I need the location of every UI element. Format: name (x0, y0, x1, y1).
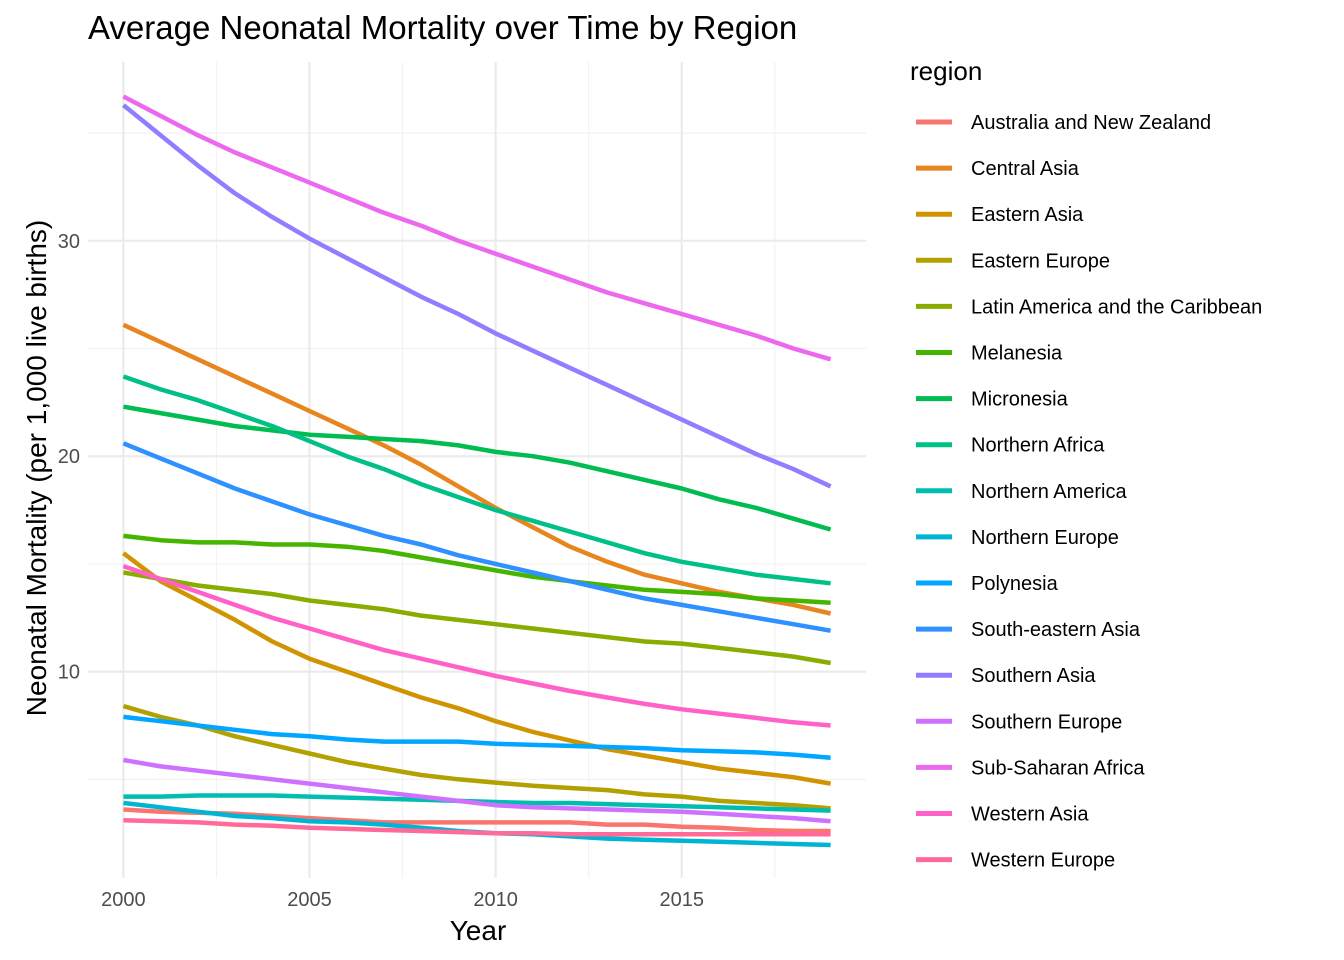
legend-label: Central Asia (971, 158, 1080, 180)
x-axis-ticks: 2000 2005 2010 2015 (101, 889, 704, 911)
legend-label: Northern Africa (971, 435, 1105, 457)
legend-label: Western Asia (971, 804, 1089, 826)
legend-label: Sub-Saharan Africa (971, 757, 1145, 779)
legend-label: Southern Europe (971, 711, 1122, 733)
series-line-central-asia (122, 322, 832, 616)
x-axis-title: Year (450, 915, 507, 946)
legend-label: Australia and New Zealand (971, 112, 1211, 134)
x-tick-label: 2015 (659, 889, 704, 911)
series-line-southern-asia (121, 103, 832, 489)
legend-item-sub-saharan-africa: Sub-Saharan Africa (916, 757, 1145, 779)
legend-item-micronesia: Micronesia (916, 389, 1069, 411)
legend-item-central-asia: Central Asia (916, 158, 1080, 180)
y-tick-label: 30 (58, 231, 80, 253)
legend-items: Australia and New Zealand Central Asia Eas… (916, 112, 1262, 872)
legend-item-polynesia: Polynesia (916, 573, 1059, 595)
series-line-western-europe (123, 818, 831, 837)
x-tick-label: 2010 (473, 889, 518, 911)
chart-title: Average Neonatal Mortality over Time by … (88, 9, 797, 46)
x-tick-label: 2000 (101, 889, 146, 911)
series-line-micronesia (123, 404, 832, 532)
series-line-southern-europe (123, 757, 831, 824)
legend-item-northern-europe: Northern Europe (916, 527, 1119, 549)
legend-label: Micronesia (971, 389, 1069, 411)
legend-title: region (910, 56, 982, 86)
legend-item-australia-and-new-zealand: Australia and New Zealand (916, 112, 1211, 134)
y-axis-title: Neonatal Mortality (per 1,000 live birth… (21, 220, 52, 716)
series-line-western-asia (122, 563, 831, 728)
legend-item-western-europe: Western Europe (916, 850, 1115, 872)
legend-item-western-asia: Western Asia (916, 804, 1089, 826)
y-axis-ticks: 10 20 30 (58, 231, 80, 684)
legend-label: Western Europe (971, 850, 1115, 872)
series-line-eastern-europe (122, 703, 831, 811)
series-lines (121, 94, 832, 848)
legend-label: Northern America (971, 481, 1127, 503)
legend-label: Northern Europe (971, 527, 1119, 549)
legend-label: Eastern Europe (971, 250, 1110, 272)
series-line-melanesia (123, 533, 831, 605)
series-line-polynesia (123, 714, 831, 761)
legend-item-eastern-asia: Eastern Asia (916, 204, 1084, 226)
grid (88, 62, 866, 878)
series-line-south-eastern-asia (122, 441, 831, 633)
series-line-northern-africa (122, 374, 831, 586)
legend-item-melanesia: Melanesia (916, 343, 1063, 365)
y-tick-label: 20 (58, 446, 80, 468)
legend: region Australia and New Zealand Central … (910, 56, 1262, 872)
legend-label: Polynesia (971, 573, 1059, 595)
series-line-latin-america-and-the-caribbean (123, 570, 831, 666)
legend-item-southern-asia: Southern Asia (916, 665, 1096, 687)
legend-item-southern-europe: Southern Europe (916, 711, 1122, 733)
legend-item-eastern-europe: Eastern Europe (916, 250, 1110, 272)
y-tick-label: 10 (58, 662, 80, 684)
legend-item-latin-america-and-the-caribbean: Latin America and the Caribbean (916, 296, 1262, 318)
legend-label: Southern Asia (971, 665, 1096, 687)
legend-item-northern-africa: Northern Africa (916, 435, 1105, 457)
x-tick-label: 2005 (287, 889, 332, 911)
legend-label: South-eastern Asia (971, 619, 1141, 641)
legend-label: Latin America and the Caribbean (971, 296, 1262, 318)
legend-label: Melanesia (971, 343, 1063, 365)
series-line-eastern-asia (122, 551, 831, 786)
legend-item-northern-america: Northern America (916, 481, 1127, 503)
legend-label: Eastern Asia (971, 204, 1084, 226)
legend-item-south-eastern-asia: South-eastern Asia (916, 619, 1141, 641)
series-line-sub-saharan-africa (122, 94, 832, 362)
